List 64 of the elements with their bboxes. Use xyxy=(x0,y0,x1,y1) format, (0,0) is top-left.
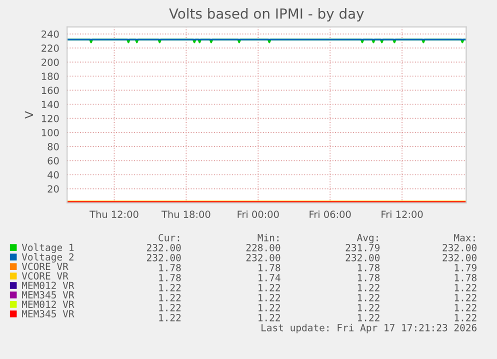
text: 1.22 xyxy=(258,314,280,322)
text: 1.22 xyxy=(454,314,476,322)
y-tick-label: 100 xyxy=(42,128,59,136)
legend-label: Voltage 1 xyxy=(22,243,74,254)
y-tick-label: 20 xyxy=(48,185,59,193)
text: 1.79 xyxy=(454,264,476,272)
text: 1.22 xyxy=(159,304,181,312)
y-tick-label: 180 xyxy=(42,72,59,80)
y-tick-label: 140 xyxy=(42,100,59,108)
text: 1.22 xyxy=(358,304,380,312)
text: 1.22 xyxy=(159,284,181,292)
chart-title: Volts based on IPMI - by day xyxy=(169,8,364,22)
y-tick-label: 40 xyxy=(48,171,59,179)
legend-label: VCORE VR xyxy=(22,262,68,270)
text: 1.22 xyxy=(454,284,476,292)
legend-label: VCORE VR xyxy=(22,272,68,280)
legend-label: MEM012 VR xyxy=(22,300,74,308)
text: 1.22 xyxy=(454,294,476,302)
legend-label: MEM345 VR xyxy=(22,291,74,299)
text: 1.78 xyxy=(159,264,181,272)
x-tick-label: Thu 18:00 xyxy=(161,210,210,218)
x-tick-label: Fri 06:00 xyxy=(310,210,351,218)
text: Min: xyxy=(258,234,278,242)
text: Last update: Fri Apr 17 17:21:23 2026 xyxy=(262,324,476,334)
text: 1.78 xyxy=(358,274,380,282)
text: 232.00 xyxy=(246,254,280,262)
legend-label: MEM345 VR xyxy=(22,310,74,318)
text: 232.00 xyxy=(442,254,476,262)
text: 1.22 xyxy=(358,294,380,302)
legend-label: MEM012 VR xyxy=(22,282,74,290)
y-tick-label: 80 xyxy=(48,143,59,150)
text: Cur: xyxy=(158,234,180,242)
text: 1.22 xyxy=(258,294,280,302)
text: 232.00 xyxy=(147,254,181,262)
y-tick-label: 160 xyxy=(42,86,59,94)
text: 1.22 xyxy=(159,294,181,302)
text: 232.00 xyxy=(147,244,181,252)
text: 228.00 xyxy=(246,244,280,252)
text: 1.22 xyxy=(258,284,280,292)
text: 1.22 xyxy=(358,284,380,292)
x-tick-label: Fri 00:00 xyxy=(238,210,279,218)
x-tick-label: Thu 12:00 xyxy=(90,210,138,218)
y-tick-label: 240 xyxy=(42,30,59,38)
text: 1.22 xyxy=(358,314,380,322)
text: 1.22 xyxy=(159,314,181,322)
text: 1.78 xyxy=(159,274,181,282)
y-tick-label: 200 xyxy=(42,58,59,66)
text: 1.74 xyxy=(258,274,280,282)
legend-label: Voltage 2 xyxy=(22,253,74,263)
y-tick-label: 120 xyxy=(42,114,59,122)
text: 232.00 xyxy=(346,254,380,262)
text: 1.22 xyxy=(258,304,280,312)
text: 1.78 xyxy=(358,264,380,272)
text: 232.00 xyxy=(442,244,476,252)
y-axis-title: V xyxy=(24,111,34,119)
text: Avg: xyxy=(356,234,378,244)
text: 231.79 xyxy=(346,244,380,252)
text: 1.78 xyxy=(258,264,280,272)
text: Max: xyxy=(454,234,475,242)
y-tick-label: 60 xyxy=(48,157,59,164)
x-tick-label: Fri 12:00 xyxy=(382,210,423,218)
text: 1.78 xyxy=(454,274,476,282)
text: 1.22 xyxy=(454,304,476,312)
y-tick-label: 220 xyxy=(42,44,59,52)
